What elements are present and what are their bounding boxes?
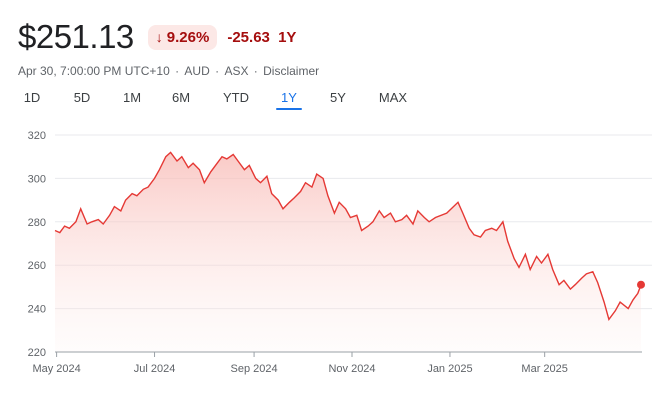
tab-ytd[interactable]: YTD bbox=[223, 90, 249, 105]
x-tick-label: Jan 2025 bbox=[427, 363, 472, 375]
tab-5y[interactable]: 5Y bbox=[330, 90, 346, 105]
quote-meta: Apr 30, 7:00:00 PM UTC+10 · AUD · ASX · … bbox=[18, 64, 320, 78]
change-percent-value: 9.26% bbox=[166, 28, 210, 46]
range-tabs: 1D 5D 1M 6M YTD 1Y 5Y MAX bbox=[22, 90, 409, 110]
tab-max[interactable]: MAX bbox=[378, 90, 408, 105]
change-absolute: -25.63 1Y bbox=[227, 29, 296, 46]
x-axis-ticks: May 2024 Jul 2024 Sep 2024 Nov 2024 Jan 2025… bbox=[32, 352, 568, 375]
change-percent-badge: ↓ 9.26% bbox=[147, 24, 218, 50]
change-absolute-value: -25.63 bbox=[227, 28, 270, 46]
x-tick-label: Mar 2025 bbox=[521, 363, 567, 375]
last-price-point bbox=[637, 280, 645, 289]
x-tick-label: May 2024 bbox=[32, 363, 80, 375]
y-axis-labels: 220 240 260 280 300 320 bbox=[28, 130, 46, 359]
quote-header: $251.13 ↓ 9.26% -25.63 1Y bbox=[18, 18, 296, 56]
y-tick-label: 220 bbox=[28, 347, 46, 359]
price-area-fill bbox=[55, 152, 641, 352]
tab-1y[interactable]: 1Y bbox=[276, 90, 302, 110]
current-price: $251.13 bbox=[18, 18, 134, 55]
disclaimer-link[interactable]: Disclaimer bbox=[263, 64, 320, 78]
x-tick-label: Sep 2024 bbox=[231, 363, 278, 375]
price-line bbox=[54, 151, 642, 321]
tab-1m[interactable]: 1M bbox=[122, 90, 142, 105]
y-tick-label: 320 bbox=[28, 130, 46, 142]
change-period: 1Y bbox=[278, 28, 297, 46]
y-tick-label: 260 bbox=[28, 260, 46, 272]
quote-currency: AUD bbox=[184, 64, 210, 78]
tab-1d[interactable]: 1D bbox=[23, 90, 41, 105]
tab-5d[interactable]: 5D bbox=[73, 90, 91, 105]
arrow-down-icon: ↓ bbox=[155, 29, 163, 45]
y-tick-label: 280 bbox=[28, 217, 46, 229]
quote-timestamp: Apr 30, 7:00:00 PM UTC+10 bbox=[18, 64, 170, 78]
y-tick-label: 240 bbox=[28, 304, 46, 316]
quote-exchange: ASX bbox=[224, 64, 249, 78]
tab-6m[interactable]: 6M bbox=[171, 90, 191, 105]
x-tick-label: Jul 2024 bbox=[134, 363, 176, 375]
x-tick-label: Nov 2024 bbox=[328, 363, 375, 375]
y-tick-label: 300 bbox=[28, 173, 46, 185]
